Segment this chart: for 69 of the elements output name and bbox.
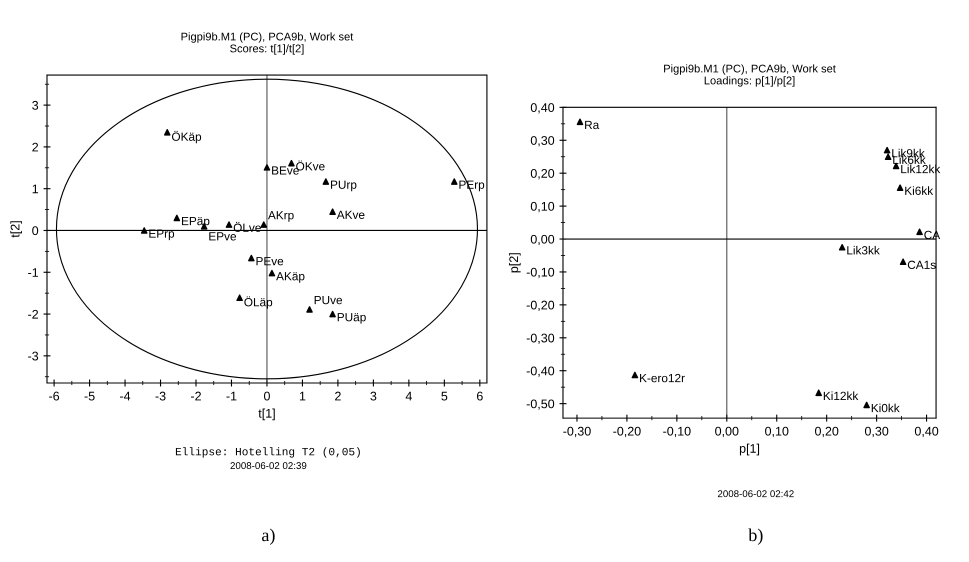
annotation: K-ero12r xyxy=(640,374,685,382)
y-axis-title: t[2] xyxy=(10,221,22,238)
x-tick-label: 5 xyxy=(441,392,448,401)
annotation: Lik9kk xyxy=(892,148,925,158)
annotation: PUrp xyxy=(330,180,356,192)
x-tick-label: 0 xyxy=(264,392,270,401)
annotation: AKäp xyxy=(276,272,304,283)
x-tick-label: -0,10 xyxy=(663,426,691,438)
text: 2008-06-02 02:39 xyxy=(230,462,306,470)
y-tick-label: -0,50 xyxy=(526,399,554,410)
annotation: AKve xyxy=(336,210,364,219)
annotation: EPve xyxy=(209,232,236,241)
y-tick-label: 0,20 xyxy=(530,168,554,180)
x-tick-label: 1 xyxy=(300,392,306,400)
chart-subtitle: Loadings: p[1]/p[2] xyxy=(704,76,794,87)
annotation: Ki0kk xyxy=(872,404,900,412)
x-tick-label: 3 xyxy=(370,392,376,401)
annotation: PUve xyxy=(314,296,342,304)
x-tick-label: -0,30 xyxy=(563,426,591,438)
x-tick-label: 0,20 xyxy=(815,426,838,438)
x-tick-label: 4 xyxy=(406,392,412,400)
annotation: PUäp xyxy=(338,313,366,324)
y-tick-label: 0,00 xyxy=(530,234,554,246)
x-tick-label: 0,10 xyxy=(765,426,788,438)
y-tick-label: 3 xyxy=(32,100,38,110)
y-tick-label: -0,20 xyxy=(526,300,554,312)
y-tick-label: 0,30 xyxy=(530,136,554,146)
annotation: CA1s xyxy=(908,260,936,270)
y-tick-label: -0,30 xyxy=(526,334,554,344)
y-tick-label: 0,10 xyxy=(530,202,554,212)
y-tick-label: -0,10 xyxy=(526,268,554,278)
x-tick-label: -4 xyxy=(120,392,130,400)
annotation: AKrp xyxy=(268,211,294,222)
text: b) xyxy=(748,528,763,545)
text: 2008-06-02 02:42 xyxy=(718,490,794,498)
x-tick-label: -0,20 xyxy=(613,426,641,438)
y-tick-label: 1 xyxy=(32,184,38,194)
x-tick-label: 0,40 xyxy=(914,426,938,438)
annotation: EPäp xyxy=(182,216,210,228)
y-tick-label: 0,40 xyxy=(530,103,554,114)
x-tick-label: -5 xyxy=(84,392,95,401)
y-tick-label: -3 xyxy=(28,352,38,360)
chart-title: Pigpi9b.M1 (PC), PCA9b, Work set xyxy=(664,64,836,75)
text: a) xyxy=(262,528,275,545)
x-axis-title: t[1] xyxy=(258,408,275,420)
x-tick-label: 2 xyxy=(335,392,341,400)
y-tick-label: 0 xyxy=(32,226,38,236)
x-tick-label: 0,00 xyxy=(715,426,738,438)
annotation: Ki12kk xyxy=(824,391,858,400)
y-tick-label: -1 xyxy=(28,268,38,277)
y-axis-title: p[2] xyxy=(508,253,521,272)
x-axis-title: p[1] xyxy=(740,444,760,456)
y-tick-label: 2 xyxy=(32,142,38,152)
x-tick-label: -1 xyxy=(226,392,236,400)
text: Ellipse: Hotelling T2 (0,05) xyxy=(176,447,360,458)
chart-subtitle: Scores: t[1]/t[2] xyxy=(230,44,304,55)
x-tick-label: 0,30 xyxy=(864,426,888,438)
annotation: Lik3kk xyxy=(847,246,880,255)
chart-title: Pigpi9b.M1 (PC), PCA9b, Work set xyxy=(182,32,354,43)
x-tick-label: -6 xyxy=(49,392,60,401)
annotation: Ki6kk xyxy=(905,186,934,195)
x-tick-label: 6 xyxy=(476,392,483,401)
y-tick-label: -2 xyxy=(28,310,38,319)
annotation: Ra xyxy=(585,120,600,130)
annotation: Lik6kk xyxy=(893,155,926,164)
x-tick-label: -2 xyxy=(191,392,201,400)
annotation: ÖKäp xyxy=(172,130,202,144)
y-tick-label: -0,40 xyxy=(526,366,554,377)
x-tick-label: -3 xyxy=(156,392,166,401)
